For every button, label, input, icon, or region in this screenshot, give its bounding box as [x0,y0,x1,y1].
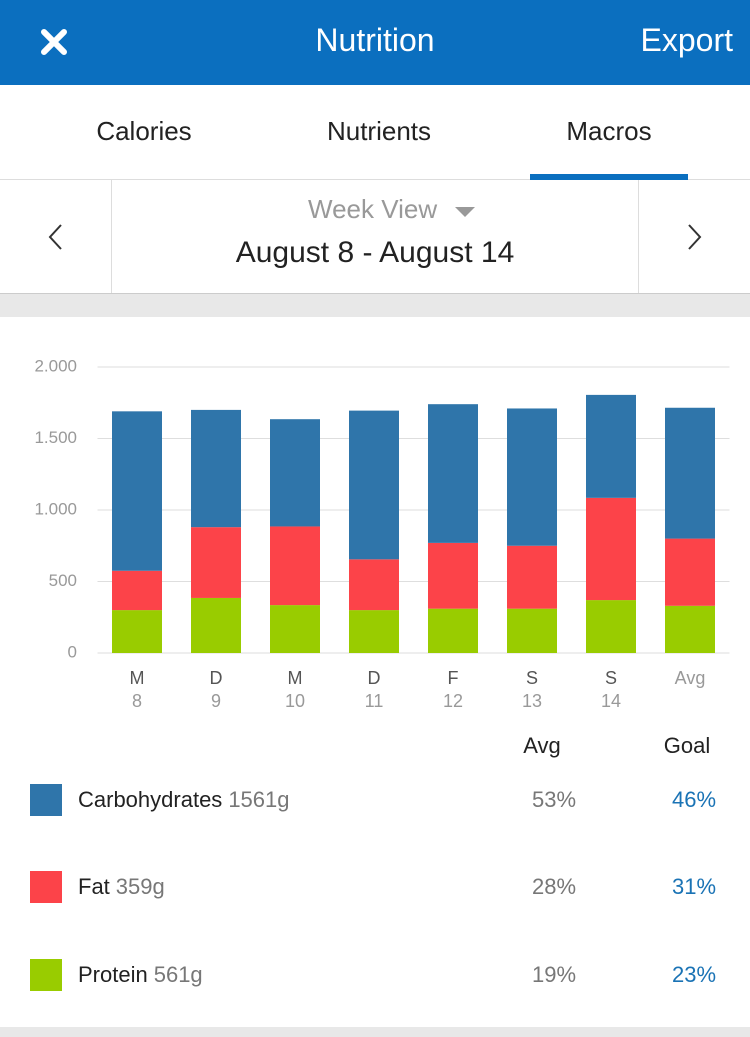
bar-segment [665,605,715,653]
view-label: Week View [308,194,438,224]
legend-swatch [30,871,62,903]
macro-amount: 561g [153,962,203,987]
macro-label: Carbohydrates [78,787,223,812]
macro-goal: 23% [671,962,717,987]
bar-segment [349,610,399,653]
column-header: Goal [663,733,711,758]
bar-segment [112,570,162,611]
bar-segment [191,527,241,598]
x-tick-sublabel: 12 [443,691,463,711]
bar-segment [349,410,399,560]
bar-segment [586,394,636,498]
bar-segment [112,411,162,571]
dropdown-arrow [455,207,476,217]
macro-label: Protein [78,962,148,987]
date-range: August 8 - August 14 [235,236,515,269]
x-tick-sublabel: 13 [522,691,542,711]
x-tick-label: M [288,668,303,688]
x-tick-label: F [448,668,459,688]
bar-segment [586,497,636,601]
x-tick-label: S [605,668,617,688]
legend-swatch [30,959,62,991]
column-header: Avg [523,733,561,758]
bar-segment [270,605,320,653]
x-tick-label: D [210,668,223,688]
close-icon[interactable] [40,28,68,56]
week-selector [0,180,750,294]
separator [638,180,639,293]
macro-avg: 19% [531,962,577,987]
macro-label: Fat [78,874,110,899]
x-tick-label: S [526,668,538,688]
header: Nutrition Export [0,0,750,85]
export-button[interactable]: Export [640,22,733,58]
tab[interactable]: Calories [96,116,192,146]
divider-band [0,1027,750,1037]
y-tick-label: 0 [68,642,77,661]
macro-name: Protein 561g [78,962,203,988]
y-tick-label: 1.000 [34,499,77,518]
y-tick-label: 1.500 [34,428,77,447]
next-week[interactable] [682,222,706,252]
x-tick-label: D [368,668,381,688]
bar-segment [191,409,241,528]
bar-segment [665,407,715,539]
macro-name: Fat 359g [78,874,165,900]
bar-segment [270,526,320,606]
tab[interactable]: Macros [566,116,652,146]
tabs-border [0,179,750,180]
chart: 0 500 1.000 1.500 2.000 M 8 D 9 M 10 D 11 F 12 S 13 S 14 Av… [34,356,730,711]
bar-segment [349,559,399,611]
bar-segment [586,600,636,653]
bar-segment [191,597,241,653]
macro-amount: 1561g [228,787,290,812]
bar-segment [428,542,478,609]
divider-band [0,294,750,317]
header-title: Nutrition [315,22,435,58]
bar-segment [507,408,557,546]
bar-segment [112,610,162,653]
x-tick-sublabel: 9 [211,691,221,711]
bar-segment [507,608,557,653]
bar-segment [428,608,478,653]
tab[interactable]: Nutrients [326,116,432,146]
macro-goal: 46% [671,787,717,812]
bar-segment [428,404,478,543]
separator [111,180,112,293]
prev-week[interactable] [44,222,68,252]
x-tick-sublabel: 11 [365,691,384,711]
x-tick-sublabel: 10 [285,691,305,711]
bar-segment [665,538,715,606]
bar-segment [507,545,557,609]
macro-goal: 31% [671,874,717,899]
y-tick-label: 2.000 [34,356,77,375]
legend-swatch [30,784,62,816]
macro-name: Carbohydrates 1561g [78,787,290,813]
x-tick-label: M [130,668,145,688]
macro-avg: 28% [531,874,577,899]
x-tick-sublabel: 8 [132,691,142,711]
x-tick-sublabel: 14 [601,691,621,711]
macro-avg: 53% [531,787,577,812]
view-dropdown[interactable]: Week View [308,194,476,225]
x-tick-label: Avg [675,668,706,688]
active-tab-indicator [530,174,688,180]
y-tick-label: 500 [49,571,77,590]
bar-segment [270,419,320,527]
macro-amount: 359g [115,874,165,899]
